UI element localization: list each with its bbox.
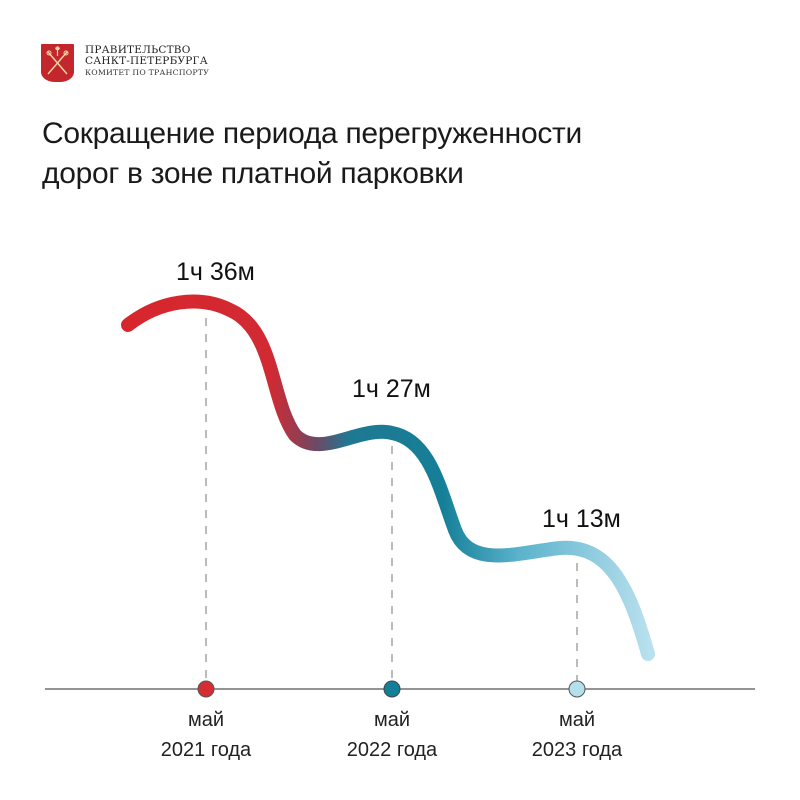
trend-curve xyxy=(121,294,655,661)
point-dot-2023 xyxy=(568,680,586,698)
logo-line-2: САНКТ-ПЕТЕРБУРГА xyxy=(85,55,208,67)
x-label-year: 2022 года xyxy=(346,739,438,761)
x-label-year: 2021 года xyxy=(160,739,252,761)
value-label-2022: 1ч 27м xyxy=(352,375,431,403)
government-logo: ПРАВИТЕЛЬСТВО САНКТ-ПЕТЕРБУРГА КОМИТЕТ П… xyxy=(41,44,209,82)
logo-line-1: ПРАВИТЕЛЬСТВО xyxy=(85,44,191,56)
x-label-2021: май 2021 года xyxy=(136,705,276,765)
logo-line-3: КОМИТЕТ ПО ТРАНСПОРТУ xyxy=(85,68,210,77)
page-title: Сокращение периода перегруженности дорог… xyxy=(42,114,582,194)
point-dot-2021 xyxy=(197,680,215,698)
x-label-month: май xyxy=(558,709,596,731)
spb-coat-of-arms-icon xyxy=(41,44,74,82)
value-label-2021: 1ч 36м xyxy=(176,258,255,286)
point-dot-2022 xyxy=(383,680,401,698)
title-line-1: Сокращение периода перегруженности xyxy=(42,117,582,150)
x-label-2023: май 2023 года xyxy=(507,705,647,765)
x-label-month: май xyxy=(187,709,225,731)
x-label-year: 2023 года xyxy=(531,739,623,761)
x-label-2022: май 2022 года xyxy=(322,705,462,765)
title-line-2: дорог в зоне платной парковки xyxy=(42,157,464,190)
value-label-2023: 1ч 13м xyxy=(542,505,621,533)
x-label-month: май xyxy=(373,709,411,731)
